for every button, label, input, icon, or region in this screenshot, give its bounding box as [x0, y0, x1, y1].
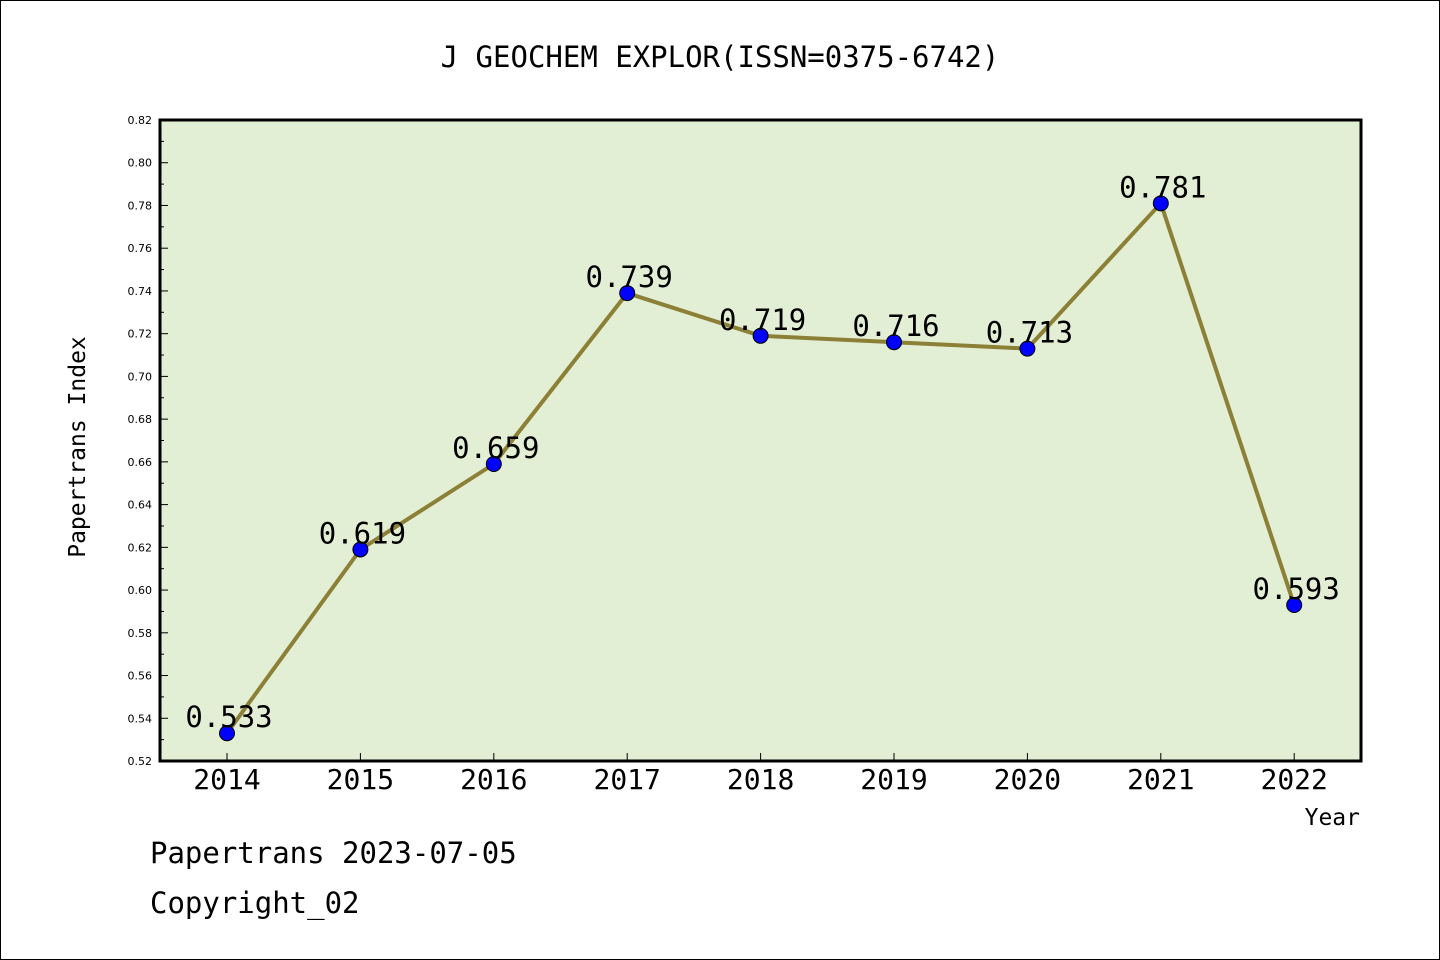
y-tick-label: 0.76 — [128, 242, 153, 255]
footer-date: Papertrans 2023-07-05 — [150, 836, 517, 870]
y-tick-label: 0.68 — [128, 413, 153, 426]
data-point — [1286, 597, 1303, 614]
footer-copyright: Copyright_02 — [150, 886, 360, 920]
y-tick-label: 0.78 — [128, 199, 153, 212]
data-label: 0.619 — [319, 516, 406, 550]
data-label: 0.659 — [452, 431, 539, 465]
y-tick-label: 0.82 — [128, 114, 153, 127]
x-tick-label: 2021 — [1127, 763, 1194, 796]
y-tick-label: 0.52 — [128, 755, 153, 768]
series-layer: 0.533 0.619 0.659 0.739 0.719 0.716 0.713 0.781… — [185, 170, 1340, 742]
x-tick-label: 2014 — [193, 763, 260, 796]
data-label: 0.739 — [586, 260, 673, 294]
y-tick-label: 0.72 — [128, 328, 153, 341]
chart-title: J GEOCHEM EXPLOR(ISSN=0375-6742) — [441, 40, 1000, 74]
x-tick-label: 2015 — [327, 763, 394, 796]
y-tick-label: 0.54 — [128, 712, 153, 725]
y-tick-label: 0.66 — [128, 456, 153, 469]
x-axis: 2014 2015 2016 2017 2018 2019 2020 2021 2022 — [193, 753, 1328, 796]
data-label: 0.719 — [719, 303, 806, 337]
data-point — [1019, 340, 1036, 357]
x-tick-label: 2022 — [1260, 763, 1327, 796]
x-tick-label: 2019 — [860, 763, 927, 796]
data-point — [1152, 195, 1169, 212]
data-point — [485, 456, 502, 473]
data-point — [752, 327, 769, 344]
data-point — [352, 541, 369, 558]
data-point — [219, 725, 235, 742]
y-tick-label: 0.70 — [128, 370, 153, 383]
x-tick-label: 2020 — [994, 763, 1061, 796]
x-tick-label: 2018 — [727, 763, 794, 796]
data-point — [619, 285, 636, 302]
y-tick-label: 0.64 — [128, 499, 153, 512]
x-axis-label: Year — [1305, 805, 1360, 831]
y-axis-label: Papertrans Index — [65, 336, 91, 558]
y-tick-label: 0.58 — [128, 627, 153, 640]
x-tick-label: 2017 — [593, 763, 660, 796]
y-axis: 0.52 0.54 0.56 0.58 0.60 0.62 0.64 0.66 0.68 0.70… — [128, 114, 168, 768]
data-label: 0.533 — [185, 700, 272, 734]
data-label: 0.716 — [852, 309, 939, 343]
data-label: 0.593 — [1253, 572, 1340, 606]
y-tick-label: 0.56 — [128, 670, 153, 683]
x-tick-label: 2016 — [460, 763, 527, 796]
data-point — [886, 334, 902, 351]
data-label: 0.713 — [986, 316, 1073, 350]
y-tick-label: 0.74 — [128, 285, 153, 298]
y-tick-label: 0.60 — [128, 584, 153, 597]
plot-area — [158, 118, 1363, 763]
data-label: 0.781 — [1119, 170, 1206, 204]
y-tick-label: 0.80 — [128, 157, 153, 170]
y-tick-label: 0.62 — [128, 541, 153, 554]
